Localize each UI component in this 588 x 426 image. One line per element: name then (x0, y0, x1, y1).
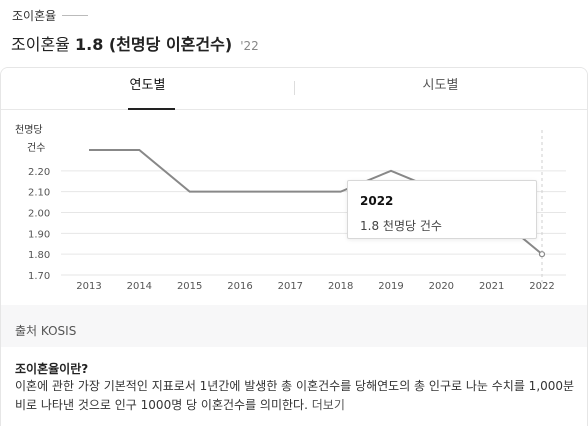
y-tick-label: 2.20 (28, 167, 50, 178)
title-value: 1.8 (천명당 이혼건수) (74, 35, 233, 54)
tooltip-year: 2022 (360, 194, 394, 208)
y-tick-label: 1.90 (28, 229, 50, 240)
description-text: 이혼에 관한 가장 기본적인 지표로서 1년간에 발생한 총 이혼건수를 당해연… (15, 379, 575, 412)
more-link[interactable]: 더보기 (311, 398, 345, 412)
y-tick-label: 1.80 (28, 250, 50, 261)
x-tick-label: 2020 (429, 281, 454, 292)
page-title: 조이혼율 1.8 (천명당 이혼건수) '22 (11, 31, 259, 55)
x-tick-label: 2016 (227, 281, 252, 292)
title-prefix: 조이혼율 (11, 35, 70, 54)
chart-tooltip: 2022 1.8 천명당 건수 (347, 180, 537, 239)
section-label-line (62, 15, 89, 16)
description-title: 조이혼율이란? (15, 362, 89, 376)
tab-by-year[interactable]: 연도별 (129, 78, 166, 93)
x-tick-label: 2019 (378, 281, 403, 292)
x-tick-label: 2022 (529, 281, 554, 292)
x-tick-label: 2017 (278, 281, 303, 292)
x-tick-label: 2018 (328, 281, 353, 292)
y-tick-label: 2.10 (28, 188, 50, 199)
tab-by-region[interactable]: 시도별 (422, 78, 459, 93)
description-section: 조이혼율이란? 이혼에 관한 가장 기본적인 지표로서 1년간에 발생한 총 이… (1, 347, 587, 426)
section-label: 조이혼율 (12, 7, 89, 24)
y-tick-label: 2.00 (28, 209, 50, 220)
source-text: 출처 KOSIS (15, 324, 77, 338)
title-year: '22 (240, 39, 259, 53)
y-axis-label: 천명당 (15, 124, 43, 136)
x-tick-label: 2014 (127, 281, 152, 292)
tooltip-value: 1.8 천명당 건수 (360, 219, 442, 233)
active-tab-indicator (128, 108, 175, 110)
section-label-text: 조이혼율 (12, 9, 57, 23)
description-body: 이혼에 관한 가장 기본적인 지표로서 1년간에 발생한 총 이혼건수를 당해연… (15, 377, 575, 415)
y-axis-label-unit: 건수 (27, 142, 45, 154)
tab-divider (294, 81, 295, 95)
data-point (538, 251, 546, 258)
x-tick-label: 2015 (177, 281, 202, 292)
y-tick-label: 1.70 (28, 271, 50, 282)
x-tick-label: 2021 (479, 281, 504, 292)
x-tick-label: 2013 (76, 281, 101, 292)
tab-bar: 연도별 시도별 (1, 68, 587, 110)
